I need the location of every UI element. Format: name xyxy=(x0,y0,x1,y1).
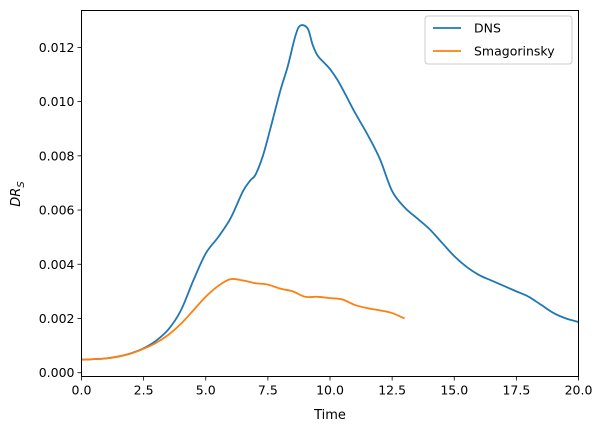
x-tick-label: 15.0 xyxy=(440,383,468,398)
x-tick-label: 5.0 xyxy=(196,383,216,398)
legend-label-dns: DNS xyxy=(474,21,501,36)
x-tick-label: 17.5 xyxy=(502,383,530,398)
y-tick-label: 0.002 xyxy=(39,311,75,326)
legend-box xyxy=(424,15,573,65)
x-axis: 0.0 2.5 5.0 7.5 10.0 12.5 15.0 17.5 20.0 xyxy=(72,376,593,398)
x-tick-label: 12.5 xyxy=(378,383,406,398)
x-axis-label: Time xyxy=(313,408,346,423)
x-tick-label: 0.0 xyxy=(72,383,92,398)
y-tick-label: 0.010 xyxy=(39,94,75,109)
series-line-dns xyxy=(81,24,579,361)
x-tick-label: 10.0 xyxy=(316,383,344,398)
legend: DNS Smagorinsky xyxy=(424,15,573,65)
series-layer xyxy=(81,24,579,361)
y-tick-label: 0.006 xyxy=(39,203,75,218)
y-axis-label: DRS xyxy=(9,181,27,207)
x-tick-label: 20.0 xyxy=(565,383,593,398)
x-tick-label: 7.5 xyxy=(258,383,278,398)
y-tick-label: 0.004 xyxy=(39,257,75,272)
y-axis-label-main: DR xyxy=(9,188,24,207)
y-tick-label: 0.012 xyxy=(39,40,75,55)
series-line-smagorinsky xyxy=(81,278,405,361)
y-tick-label: 0.000 xyxy=(39,365,75,380)
y-axis-label-subscript: S xyxy=(16,181,27,188)
legend-label-smagorinsky: Smagorinsky xyxy=(474,44,555,59)
x-tick-label: 2.5 xyxy=(134,383,154,398)
y-tick-label: 0.008 xyxy=(39,148,75,163)
y-axis: 0.000 0.002 0.004 0.006 0.008 0.010 0.012 xyxy=(39,40,82,380)
